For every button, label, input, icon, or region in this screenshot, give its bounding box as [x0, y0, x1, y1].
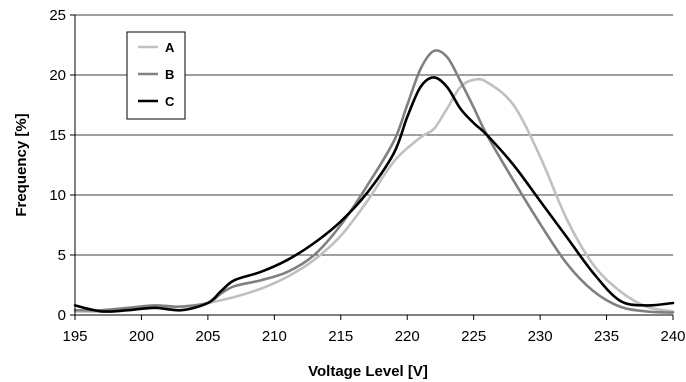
legend-box [126, 31, 186, 120]
y-tick-label: 0 [58, 307, 66, 324]
series-line-c [73, 76, 675, 313]
y-tick-label: 25 [49, 7, 66, 24]
x-tick-label: 220 [395, 328, 420, 345]
x-tick-label: 230 [528, 328, 553, 345]
y-tick-label: 5 [58, 247, 66, 264]
y-tick-label: 10 [49, 187, 66, 204]
y-tick-label: 15 [49, 127, 66, 144]
x-tick-label: 225 [461, 328, 486, 345]
y-tick-labels: 0 5 10 15 20 25 [49, 7, 66, 324]
x-tick-label: 205 [195, 328, 220, 345]
legend-label-a: A [165, 40, 175, 55]
x-tick-labels: 195 200 205 210 215 220 225 230 235 240 [62, 328, 685, 345]
x-tick-label: 235 [594, 328, 619, 345]
x-tick-label: 210 [262, 328, 287, 345]
x-tick-label: 215 [328, 328, 353, 345]
legend-label-b: B [165, 67, 174, 82]
y-axis-title: Frequency [%] [13, 113, 30, 216]
x-tick-label: 200 [129, 328, 154, 345]
x-axis-title: Voltage Level [V] [308, 363, 428, 380]
axes [70, 14, 674, 320]
series-line-b [73, 49, 675, 314]
series-lines [73, 49, 675, 314]
legend-label-c: C [165, 94, 175, 109]
y-tick-label: 20 [49, 67, 66, 84]
x-tick-label: 195 [62, 328, 87, 345]
legend: ABC [126, 31, 186, 120]
x-tick-label: 240 [660, 328, 685, 345]
